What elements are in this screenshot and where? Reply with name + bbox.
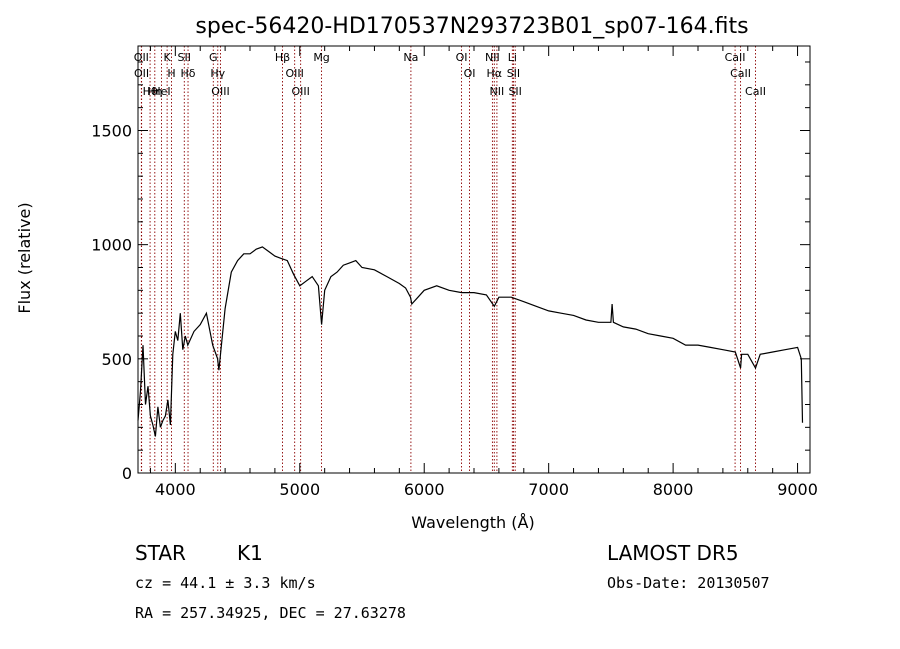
spectral-line-label: Hθ xyxy=(143,85,158,98)
x-tick-label: 9000 xyxy=(777,480,818,499)
spectrum-series-line xyxy=(137,246,804,437)
x-axis-ticks: 4000 5000 6000 7000 8000 9000 xyxy=(149,46,818,499)
x-tick-label: 8000 xyxy=(653,480,694,499)
spectral-line-label: OI xyxy=(464,67,476,80)
object-class: STAR xyxy=(135,541,186,565)
spectral-line-label: K xyxy=(164,51,172,64)
x-tick-label: 5000 xyxy=(279,480,320,499)
spectral-line-label: Hγ xyxy=(210,67,225,80)
spectral-line-label: NII xyxy=(490,85,505,98)
x-tick-label: 4000 xyxy=(155,480,196,499)
chart-title: spec-56420-HD170537N293723B01_sp07-164.f… xyxy=(195,14,748,39)
spectral-line-label: Hδ xyxy=(181,67,196,80)
spectral-line-label: G xyxy=(209,51,218,64)
spectral-line-markers xyxy=(140,46,756,473)
spectral-line-label: CaII xyxy=(745,85,766,98)
spectral-line-label: SII xyxy=(508,85,521,98)
spectral-line-label: OIII xyxy=(285,67,303,80)
spectral-line-label: SII xyxy=(507,67,520,80)
x-axis-label: Wavelength (Å) xyxy=(411,513,534,532)
spectral-line-label: Na xyxy=(403,51,418,64)
object-subclass: K1 xyxy=(237,541,263,565)
spectral-line-label: CaII xyxy=(725,51,746,64)
redshift-text: cz = 44.1 ± 3.3 km/s xyxy=(135,574,316,592)
y-axis-ticks: 0 500 1000 1500 xyxy=(91,61,810,483)
spectral-line-label: NII xyxy=(485,51,500,64)
x-tick-label: 7000 xyxy=(528,480,569,499)
y-tick-label: 1000 xyxy=(91,236,132,255)
survey-label: LAMOST DR5 xyxy=(607,541,739,565)
spectral-line-label: OI xyxy=(456,51,468,64)
spectral-line-label: OIII xyxy=(291,85,309,98)
obs-date-text: Obs-Date: 20130507 xyxy=(607,574,770,592)
spectral-line-label: H xyxy=(167,67,175,80)
y-axis-label: Flux (relative) xyxy=(15,202,34,313)
spectral-line-label: OIII xyxy=(211,85,229,98)
y-tick-label: 500 xyxy=(101,350,132,369)
spectral-line-label: Mg xyxy=(313,51,329,64)
y-tick-label: 0 xyxy=(122,464,132,483)
coordinates-text: RA = 257.34925, DEC = 27.63278 xyxy=(135,604,406,622)
spectral-line-label: CaII xyxy=(730,67,751,80)
spectral-line-label: Hη xyxy=(147,85,162,98)
spectral-line-label: OII xyxy=(134,67,149,80)
spectral-line-label: Hα xyxy=(487,67,503,80)
spectral-line-label: HeI xyxy=(152,85,170,98)
y-tick-label: 1500 xyxy=(91,121,132,140)
x-tick-label: 6000 xyxy=(404,480,445,499)
spectral-line-label: SII xyxy=(178,51,191,64)
spectral-line-label: Li xyxy=(508,51,517,64)
spectral-line-label: Hβ xyxy=(275,51,290,64)
